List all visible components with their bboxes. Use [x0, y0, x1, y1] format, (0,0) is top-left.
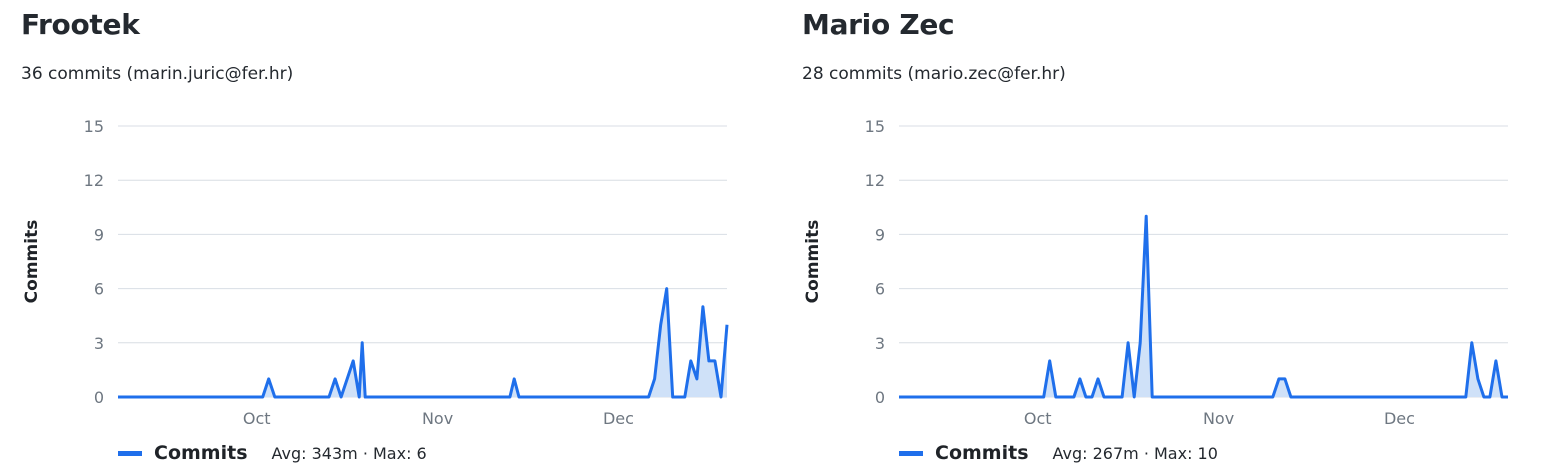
x-tick-label: Oct: [1024, 409, 1052, 428]
contributor-panel: Mario Zec 28 commits (mario.zec@fer.hr) …: [781, 0, 1541, 472]
contributor-name[interactable]: Mario Zec: [802, 8, 955, 41]
y-tick-label: 6: [94, 280, 104, 299]
series-line[interactable]: [118, 287, 729, 399]
y-axis-title: Commits: [22, 220, 42, 304]
commits-chart: 0 3 6 9 12 15 Oct Nov Dec Commits: [22, 117, 729, 428]
contributor-panel: Frootek 36 commits (marin.juric@fer.hr) …: [0, 0, 760, 472]
chart-legend: Commits Avg: 343m · Max: 6: [118, 438, 427, 468]
contributor-summary: 36 commits (marin.juric@fer.hr): [21, 64, 294, 84]
y-tick-label: 3: [94, 334, 104, 353]
contributor-summary: 28 commits (mario.zec@fer.hr): [802, 64, 1066, 84]
commits-chart: 0 3 6 9 12 15 Oct Nov Dec Commits: [803, 117, 1508, 428]
commit-stats: Avg: 343m · Max: 6: [271, 443, 427, 463]
y-axis-title: Commits: [803, 220, 823, 304]
x-tick-label: Dec: [603, 409, 634, 428]
y-tick-label: 15: [84, 117, 104, 136]
x-tick-label: Oct: [243, 409, 271, 428]
y-tick-label: 9: [94, 225, 104, 244]
legend-label[interactable]: Commits: [154, 442, 248, 464]
y-tick-label: 0: [94, 388, 104, 407]
y-tick-label: 0: [875, 388, 885, 407]
legend-label[interactable]: Commits: [935, 442, 1029, 464]
series-area: [899, 216, 1508, 397]
y-tick-label: 6: [875, 280, 885, 299]
contributor-name[interactable]: Frootek: [21, 8, 140, 41]
legend-swatch: [899, 450, 923, 456]
series-line[interactable]: [899, 214, 1508, 399]
x-tick-label: Nov: [1203, 409, 1234, 428]
y-tick-label: 3: [875, 334, 885, 353]
legend-swatch: [118, 450, 142, 456]
x-tick-label: Nov: [422, 409, 453, 428]
chart-legend: Commits Avg: 267m · Max: 10: [899, 438, 1218, 468]
y-tick-label: 12: [84, 171, 104, 190]
commit-stats: Avg: 267m · Max: 10: [1052, 443, 1218, 463]
y-tick-label: 15: [865, 117, 885, 136]
y-tick-label: 9: [875, 225, 885, 244]
x-tick-label: Dec: [1384, 409, 1415, 428]
y-tick-label: 12: [865, 171, 885, 190]
